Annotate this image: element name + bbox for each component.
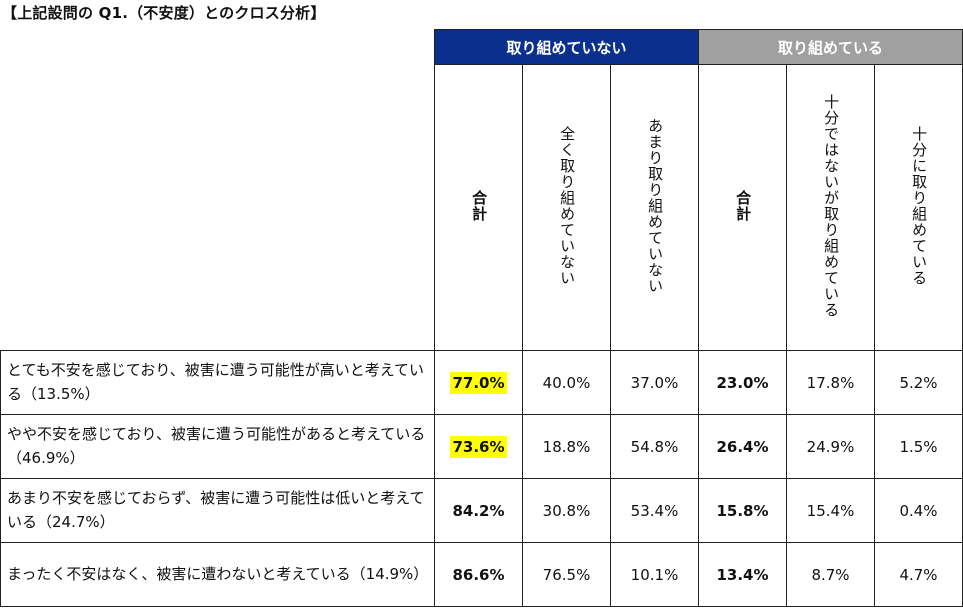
cell-value: 30.8%	[522, 478, 611, 543]
cell-value: 37.0%	[610, 350, 699, 415]
highlighted-value: 77.0%	[450, 371, 507, 394]
group-header-addressed: 取り組めている	[698, 29, 963, 65]
column-header-not-much: あまり取り組めていない	[610, 64, 699, 351]
cell-total-a: 84.2%	[434, 478, 523, 543]
cell-value: 10.1%	[610, 542, 699, 607]
cell-value: 4.7%	[874, 542, 963, 607]
cell-value: 18.8%	[522, 414, 611, 479]
cross-analysis-table: 取り組めていない 取り組めている 合計 全く取り組めていない あまり取り組めてい…	[0, 29, 963, 607]
cell-total-a: 73.6%	[434, 414, 523, 479]
row-label-header	[0, 64, 435, 351]
cell-value: 1.5%	[874, 414, 963, 479]
column-header-fully: 十分に取り組めている	[874, 64, 963, 351]
cell-total-b: 15.8%	[698, 478, 787, 543]
cell-total-b: 23.0%	[698, 350, 787, 415]
column-header-not-at-all: 全く取り組めていない	[522, 64, 611, 351]
cell-total-b: 26.4%	[698, 414, 787, 479]
cell-value: 0.4%	[874, 478, 963, 543]
group-header-not-addressed: 取り組めていない	[434, 29, 699, 65]
cell-value: 17.8%	[786, 350, 875, 415]
table-row: やや不安を感じており、被害に遭う可能性があると考えている（46.9%） 73.6…	[0, 414, 963, 479]
cell-value: 15.4%	[786, 478, 875, 543]
cell-total-b: 13.4%	[698, 542, 787, 607]
cell-value: 76.5%	[522, 542, 611, 607]
table-row: あまり不安を感じておらず、被害に遭う可能性は低いと考えている（24.7%） 84…	[0, 478, 963, 543]
row-label: まったく不安はなく、被害に遭わないと考えている（14.9%）	[0, 542, 435, 607]
row-label: あまり不安を感じておらず、被害に遭う可能性は低いと考えている（24.7%）	[0, 478, 435, 543]
cell-value: 24.9%	[786, 414, 875, 479]
column-header-total-a: 合計	[434, 64, 523, 351]
row-label: やや不安を感じており、被害に遭う可能性があると考えている（46.9%）	[0, 414, 435, 479]
corner-cell	[1, 30, 435, 65]
cell-value: 8.7%	[786, 542, 875, 607]
cell-value: 5.2%	[874, 350, 963, 415]
cell-total-a: 86.6%	[434, 542, 523, 607]
highlighted-value: 73.6%	[450, 435, 507, 458]
cell-value: 53.4%	[610, 478, 699, 543]
row-label: とても不安を感じており、被害に遭う可能性が高いと考えている（13.5%）	[0, 350, 435, 415]
column-header-total-b: 合計	[698, 64, 787, 351]
cell-value: 54.8%	[610, 414, 699, 479]
cell-value: 40.0%	[522, 350, 611, 415]
page-title: 【上記設問の Q1.（不安度）とのクロス分析】	[2, 4, 326, 22]
table-row: まったく不安はなく、被害に遭わないと考えている（14.9%） 86.6% 76.…	[0, 542, 963, 607]
table-row: とても不安を感じており、被害に遭う可能性が高いと考えている（13.5%） 77.…	[0, 350, 963, 415]
cell-total-a: 77.0%	[434, 350, 523, 415]
column-header-somewhat: 十分ではないが取り組めている	[786, 64, 875, 351]
